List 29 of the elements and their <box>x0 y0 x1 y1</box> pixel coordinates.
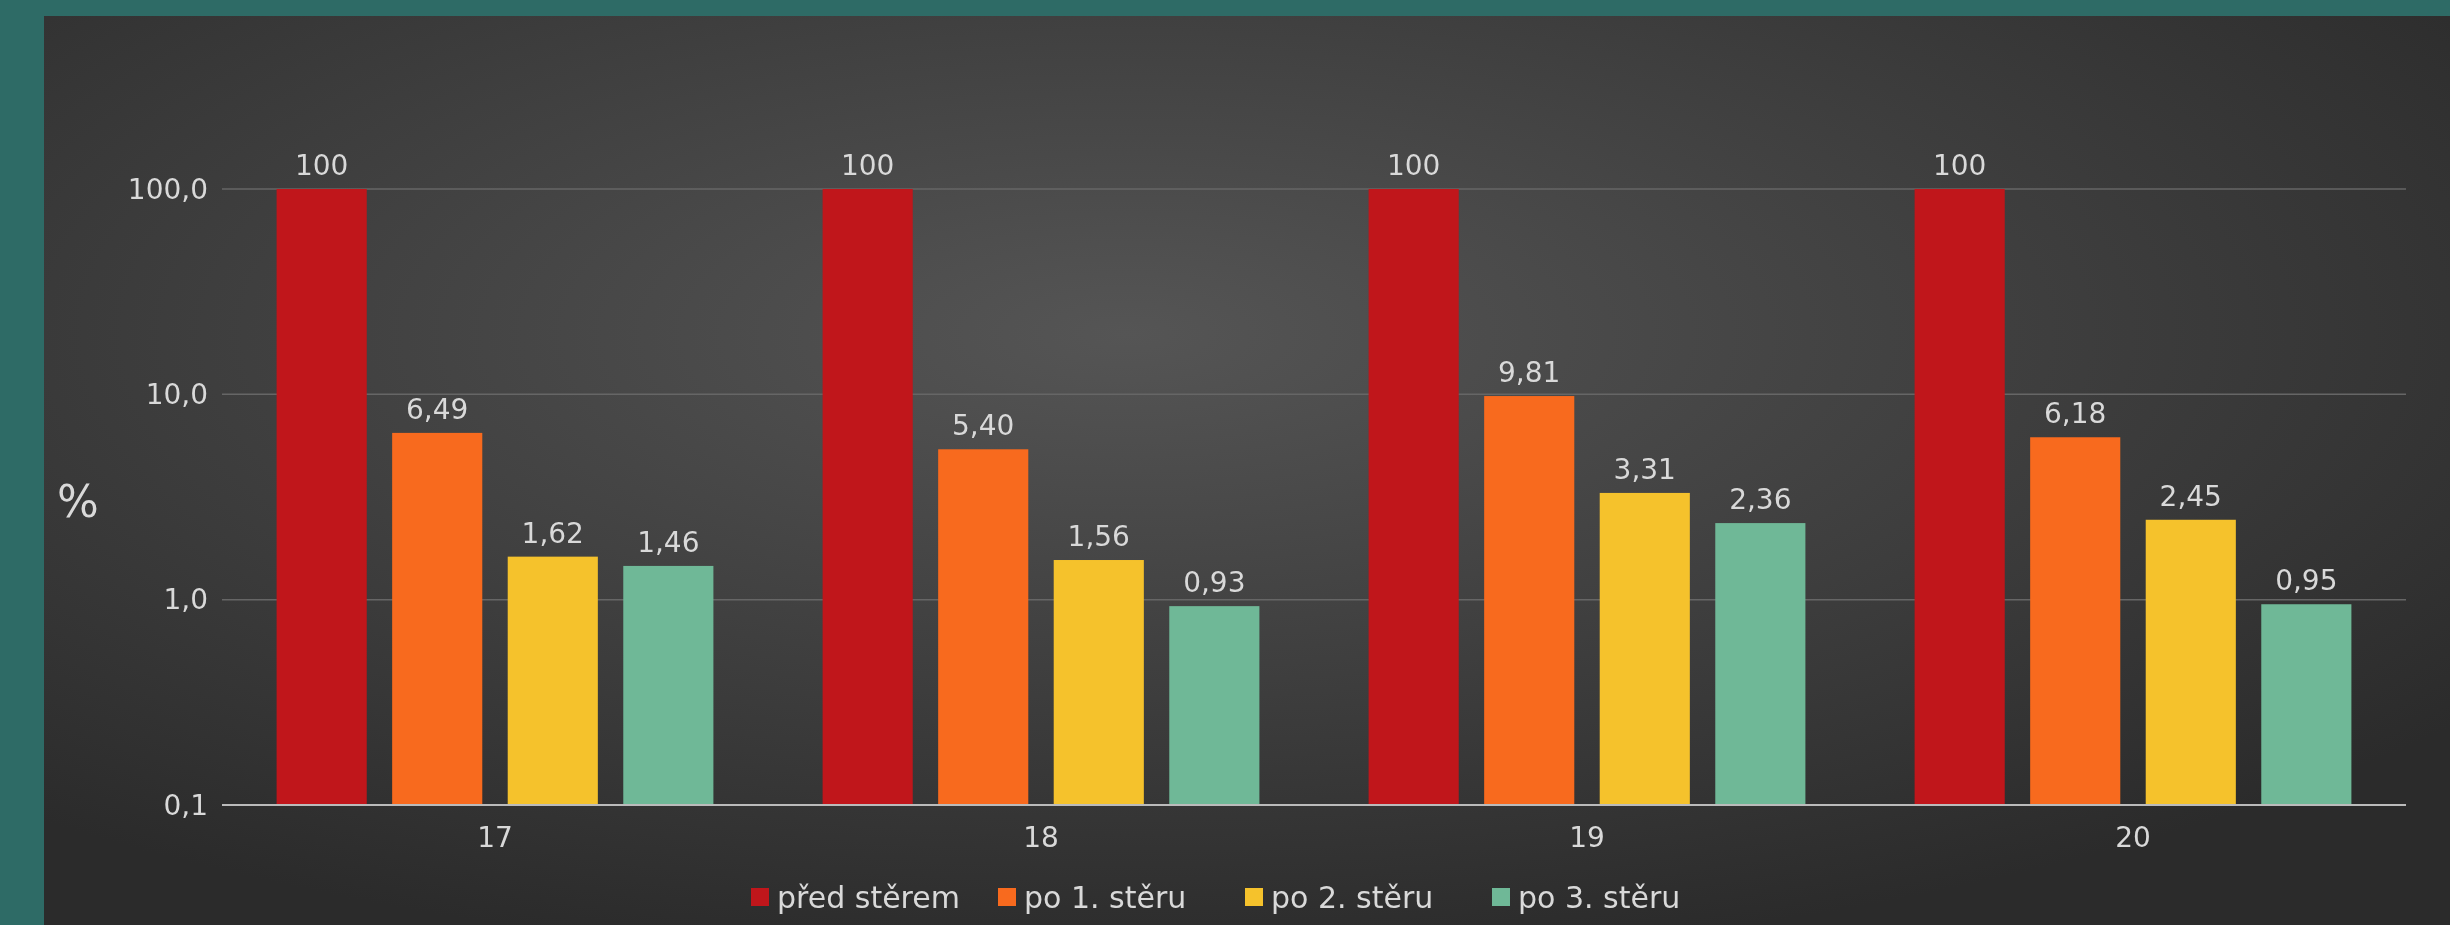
x-tick-label: 20 <box>2115 821 2151 854</box>
data-label: 100 <box>294 149 349 182</box>
x-tick-label: 17 <box>477 821 513 854</box>
data-label: 100 <box>1386 149 1441 182</box>
data-label: 6,18 <box>2044 397 2107 431</box>
data-label: 2,36 <box>1729 483 1792 517</box>
legend-label: po 1. stěru <box>1024 879 1187 915</box>
data-label: 3,31 <box>1613 452 1676 486</box>
data-label: 1,46 <box>637 525 700 559</box>
y-tick-label: 0,1 <box>163 788 208 822</box>
y-tick-label: 1,0 <box>163 583 208 617</box>
data-label: 1,62 <box>521 516 584 550</box>
data-label: 2,45 <box>2159 479 2222 513</box>
data-label: 6,49 <box>406 392 469 426</box>
data-label: 1,56 <box>1067 520 1130 554</box>
data-label: 100 <box>840 149 895 182</box>
data-label: 100 <box>1932 149 1987 182</box>
legend-label: před stěrem <box>777 879 960 915</box>
y-tick-label: 10,0 <box>145 378 208 412</box>
data-label: 0,95 <box>2275 564 2338 598</box>
y-tick-label: 100,0 <box>127 172 208 206</box>
x-tick-label: 19 <box>1569 821 1605 854</box>
data-label: 0,93 <box>1183 566 1246 600</box>
data-label: 5,40 <box>952 409 1015 443</box>
x-tick-label: 18 <box>1023 821 1059 854</box>
legend-label: po 2. stěru <box>1271 879 1434 915</box>
data-label: 9,81 <box>1498 356 1561 390</box>
legend-label: po 3. stěru <box>1518 879 1681 915</box>
y-axis-title: % <box>57 476 99 528</box>
